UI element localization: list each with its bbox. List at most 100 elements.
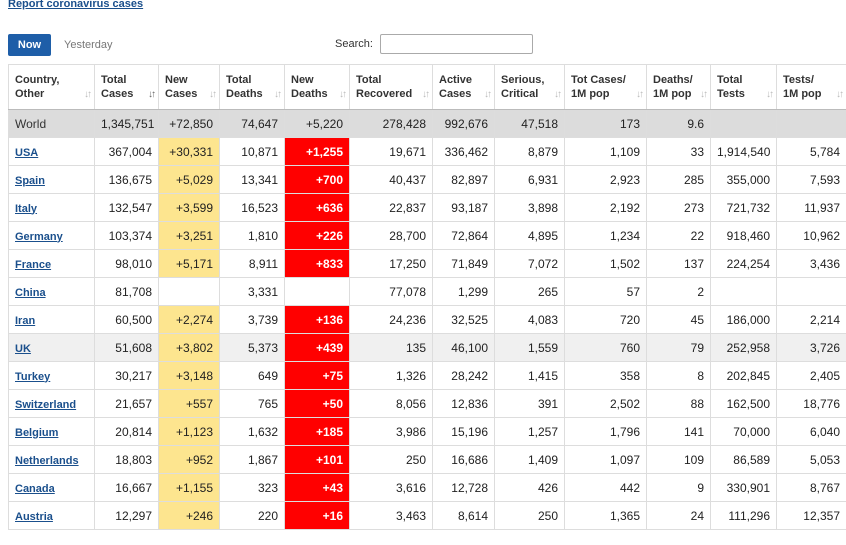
cell-tests-1mpop: 5,784 [776,137,846,166]
column-header-line2: Deaths [226,88,263,100]
cell-deaths-1mpop: 79 [646,333,711,362]
sort-arrows-icon[interactable]: ↓↑ [148,89,156,100]
cell-new-deaths: +43 [284,473,350,502]
country-link[interactable]: Spain [15,174,45,187]
country-cell: Turkey [8,361,95,390]
cell-total-recovered: 135 [349,333,433,362]
cell-new-deaths: +16 [284,501,350,530]
cell-tests-1mpop: 7,593 [776,165,846,194]
country-link[interactable]: Belgium [15,426,59,439]
column-header-2[interactable]: New Cases ↓↑ [158,64,220,110]
cell-active-cases: 28,242 [432,361,495,390]
cell-total-cases: 136,675 [94,165,159,194]
column-header-8[interactable]: Tot Cases/1M pop ↓↑ [564,64,647,110]
cell-total-tests: 86,589 [710,445,777,474]
country-link[interactable]: Turkey [15,370,51,383]
cell-serious-critical: 1,409 [494,445,565,474]
country-link[interactable]: Switzerland [15,398,77,411]
column-header-7[interactable]: Serious, Critical ↓↑ [494,64,565,110]
cell-total-deaths: 16,523 [219,193,285,222]
cell-total-tests: 70,000 [710,417,777,446]
table-row: China 81,708 3,331 77,078 1,299 265 57 2 [8,277,846,306]
column-header-line2: Recovered [356,88,413,100]
cell-tests-1mpop: 11,937 [776,193,846,222]
country-link[interactable]: Italy [15,202,38,215]
sort-arrows-icon[interactable]: ↓↑ [636,89,644,100]
cell-totcases-1mpop: 57 [564,277,647,306]
tab-yesterday[interactable]: Yesterday [64,39,113,51]
column-header-10[interactable]: Total Tests ↓↑ [710,64,777,110]
country-link[interactable]: France [15,258,52,271]
country-link[interactable]: Netherlands [15,454,79,467]
column-header-line2: Tests [717,88,745,100]
column-header-6[interactable]: Active Cases ↓↑ [432,64,495,110]
cell-total-deaths: 1,632 [219,417,285,446]
country-cell: World [8,109,95,138]
sort-arrows-icon[interactable]: ↓↑ [209,89,217,100]
tab-now[interactable]: Now [8,34,51,56]
cell-new-cases: +30,331 [158,137,220,166]
sort-arrows-icon[interactable]: ↓↑ [554,89,562,100]
column-header-4[interactable]: New Deaths ↓↑ [284,64,350,110]
cell-active-cases: 12,836 [432,389,495,418]
column-header-line1: Tests/ [783,74,814,86]
cell-totcases-1mpop: 2,192 [564,193,647,222]
sort-arrows-icon[interactable]: ↓↑ [339,89,347,100]
column-header-1[interactable]: Total Cases ↓↑ [94,64,159,110]
cell-active-cases: 46,100 [432,333,495,362]
column-header-line1: New [291,74,314,86]
sort-arrows-icon[interactable]: ↓↑ [484,89,492,100]
table-row: Canada 16,667 +1,155 323 +43 3,616 12,728 426 44… [8,473,846,502]
cell-active-cases: 32,525 [432,305,495,334]
column-header-line1: Serious, [501,74,545,86]
column-header-9[interactable]: Deaths/1M pop ↓↑ [646,64,711,110]
column-header-line2: Deaths [291,88,328,100]
cell-new-cases: +557 [158,389,220,418]
cell-new-deaths: +5,220 [284,109,350,138]
sort-arrows-icon[interactable]: ↓↑ [836,89,844,100]
sort-arrows-icon[interactable]: ↓↑ [766,89,774,100]
cell-total-tests: 186,000 [710,305,777,334]
table-body: World 1,345,751 +72,850 74,647 +5,220 278,428… [8,109,846,530]
column-header-3[interactable]: Total Deaths ↓↑ [219,64,285,110]
country-link[interactable]: USA [15,146,39,159]
country-link[interactable]: Germany [15,230,63,243]
search-input[interactable] [380,34,533,54]
cell-serious-critical: 7,072 [494,249,565,278]
cell-total-deaths: 74,647 [219,109,285,138]
cell-totcases-1mpop: 720 [564,305,647,334]
cell-new-cases: +3,251 [158,221,220,250]
table-row: Netherlands 18,803 +952 1,867 +101 250 16,686 1… [8,445,846,474]
cell-tests-1mpop: 5,053 [776,445,846,474]
table-row: Belgium 20,814 +1,123 1,632 +185 3,986 15,196 1… [8,417,846,446]
cell-serious-critical: 426 [494,473,565,502]
country-link[interactable]: China [15,286,46,299]
table-row: Italy 132,547 +3,599 16,523 +636 22,837 93,187… [8,193,846,222]
cell-serious-critical: 8,879 [494,137,565,166]
table-row: Austria 12,297 +246 220 +16 3,463 8,614 250 1,36… [8,501,846,530]
sort-arrows-icon[interactable]: ↓↑ [700,89,708,100]
country-link[interactable]: Canada [15,482,55,495]
report-cases-link[interactable]: Report coronavirus cases [8,0,144,10]
column-header-0[interactable]: Country, Other ↓↑ [8,64,95,110]
coronavirus-cases-table: Country, Other ↓↑ Total Cases ↓↑ New Cases ↓↑ Tot… [8,64,846,530]
sort-arrows-icon[interactable]: ↓↑ [84,89,92,100]
column-header-line1: Tot Cases/ [571,74,626,86]
column-header-5[interactable]: Total Recovered ↓↑ [349,64,433,110]
cell-total-deaths: 3,739 [219,305,285,334]
cell-total-deaths: 649 [219,361,285,390]
cell-active-cases: 72,864 [432,221,495,250]
cell-total-cases: 18,803 [94,445,159,474]
cell-new-cases: +1,123 [158,417,220,446]
cell-tests-1mpop: 18,776 [776,389,846,418]
cell-total-tests: 330,901 [710,473,777,502]
country-link[interactable]: UK [15,342,31,355]
sort-arrows-icon[interactable]: ↓↑ [274,89,282,100]
cell-tests-1mpop: 8,767 [776,473,846,502]
sort-arrows-icon[interactable]: ↓↑ [422,89,430,100]
country-link[interactable]: Iran [15,314,36,327]
cell-total-cases: 367,004 [94,137,159,166]
cell-totcases-1mpop: 1,109 [564,137,647,166]
country-link[interactable]: Austria [15,510,53,523]
column-header-11[interactable]: Tests/1M pop ↓↑ [776,64,846,110]
